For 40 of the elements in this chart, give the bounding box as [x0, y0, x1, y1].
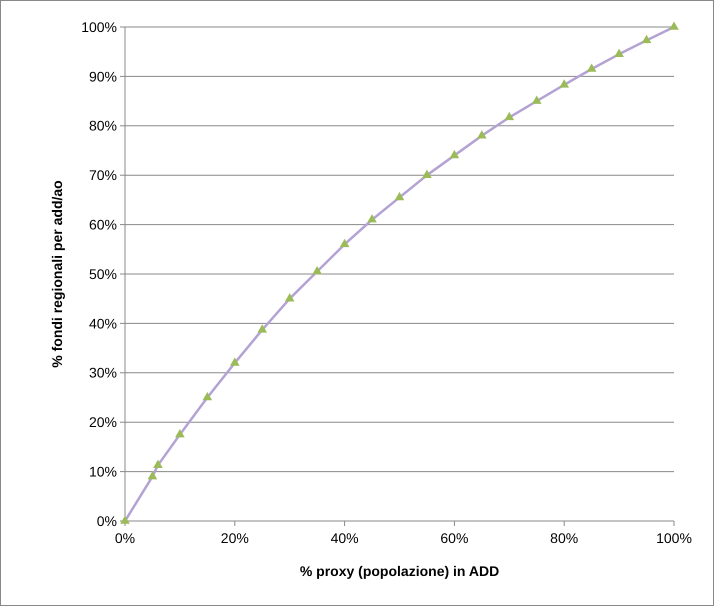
point — [394, 192, 404, 200]
x-tick-label: 40% — [330, 530, 359, 546]
y-tick-label: 70% — [88, 167, 117, 184]
point — [450, 150, 460, 158]
point — [532, 96, 542, 104]
y-tick-label: 100% — [81, 18, 117, 35]
point — [257, 324, 268, 333]
point — [669, 21, 679, 30]
point — [477, 130, 487, 138]
point — [230, 357, 240, 366]
y-tick-label: 0% — [96, 512, 117, 529]
x-tick-label: 20% — [220, 530, 249, 546]
y-tick-label: 20% — [88, 414, 117, 430]
x-tick-label: 100% — [656, 530, 692, 546]
y-tick-label: 30% — [88, 364, 117, 381]
point — [504, 112, 514, 120]
y-tick-label: 10% — [88, 464, 117, 480]
point — [153, 460, 163, 468]
point — [642, 34, 652, 44]
y-tick-label: 40% — [88, 315, 117, 332]
point — [148, 470, 158, 480]
point — [284, 293, 295, 302]
point — [312, 266, 322, 274]
y-tick-label: 80% — [88, 118, 117, 134]
x-tick-label: 0% — [114, 530, 136, 546]
y-axis-title: % fondi regionali per add/ao — [49, 180, 65, 368]
point — [202, 392, 212, 400]
y-tick-label: 60% — [88, 216, 117, 232]
point — [340, 238, 350, 248]
x-axis-title: % proxy (popolazione) in ADD — [300, 563, 500, 579]
point — [367, 214, 377, 222]
x-tick-label: 60% — [440, 530, 468, 546]
point — [559, 79, 570, 88]
y-tick-label: 90% — [88, 68, 117, 84]
point — [614, 48, 624, 57]
point — [586, 63, 596, 72]
y-tick-label: 50% — [88, 266, 117, 282]
point — [175, 429, 185, 438]
x-tick-label: 80% — [550, 530, 578, 546]
point — [422, 170, 432, 178]
